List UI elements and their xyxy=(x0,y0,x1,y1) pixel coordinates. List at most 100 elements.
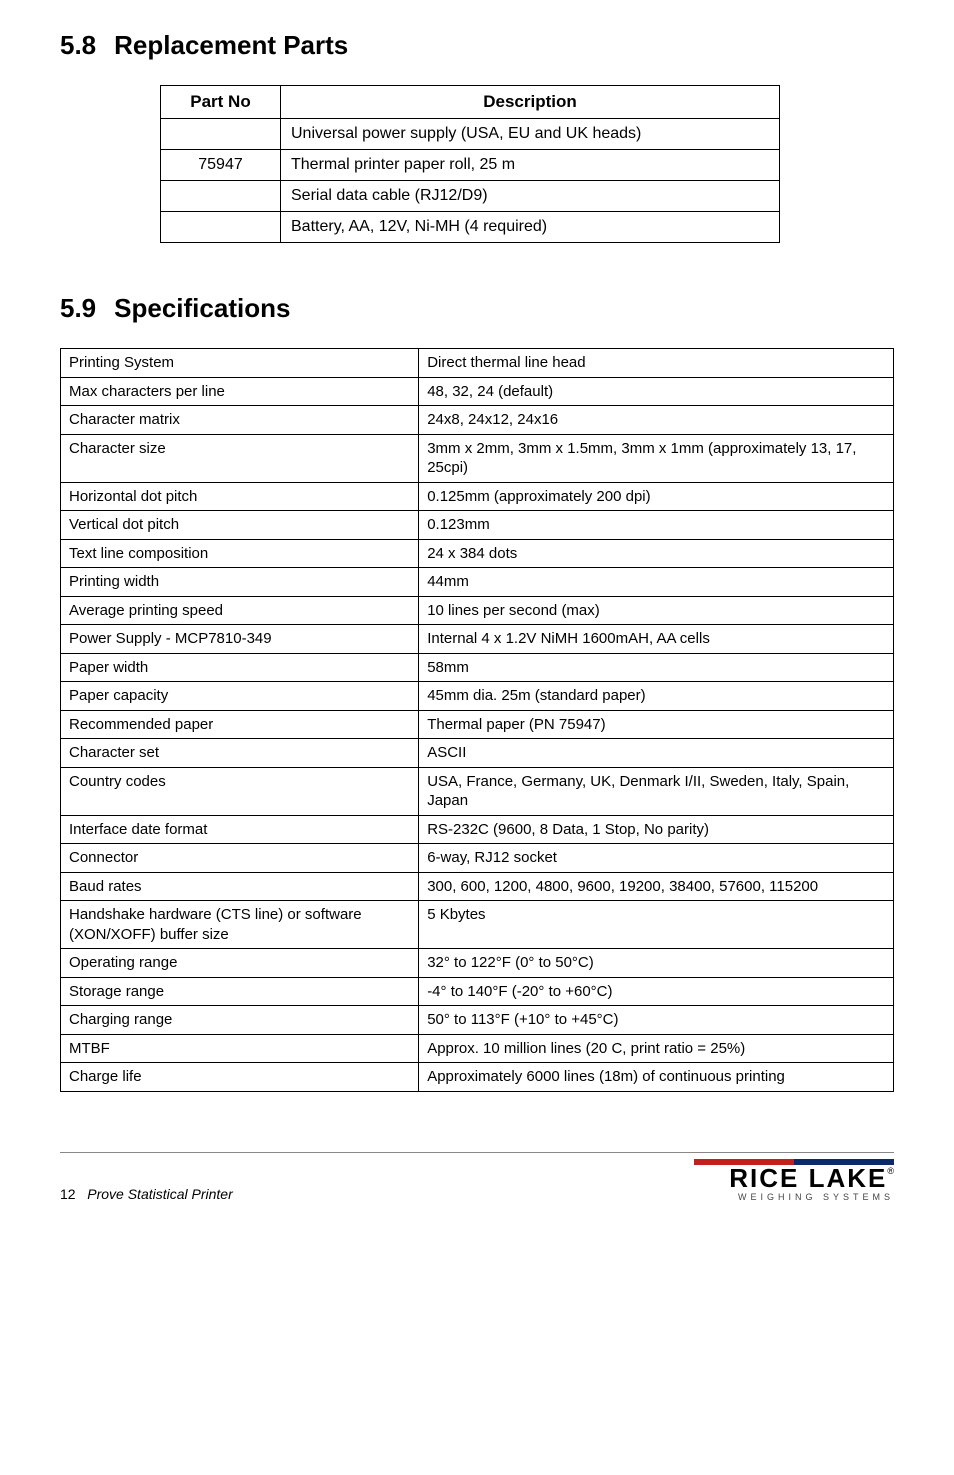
table-row: Operating range32° to 122°F (0° to 50°C) xyxy=(61,949,894,978)
spec-name: Vertical dot pitch xyxy=(61,511,419,540)
table-row: Recommended paperThermal paper (PN 75947… xyxy=(61,710,894,739)
spec-name: Storage range xyxy=(61,977,419,1006)
table-row: Power Supply - MCP7810-349Internal 4 x 1… xyxy=(61,625,894,654)
section-title: Specifications xyxy=(114,293,290,323)
spec-name: Printing System xyxy=(61,349,419,378)
spec-name: Operating range xyxy=(61,949,419,978)
spec-name: Handshake hardware (CTS line) or softwar… xyxy=(61,901,419,949)
section-heading-specifications: 5.9 Specifications xyxy=(60,293,894,324)
spec-name: Interface date format xyxy=(61,815,419,844)
spec-value: 32° to 122°F (0° to 50°C) xyxy=(419,949,894,978)
table-row: Paper capacity45mm dia. 25m (standard pa… xyxy=(61,682,894,711)
cell-description: Battery, AA, 12V, Ni-MH (4 required) xyxy=(281,212,780,243)
table-row: Handshake hardware (CTS line) or softwar… xyxy=(61,901,894,949)
table-row: Country codesUSA, France, Germany, UK, D… xyxy=(61,767,894,815)
table-row: Max characters per line48, 32, 24 (defau… xyxy=(61,377,894,406)
section-number: 5.8 xyxy=(60,30,96,60)
spec-name: Baud rates xyxy=(61,872,419,901)
table-row: Paper width58mm xyxy=(61,653,894,682)
table-row: Charging range50° to 113°F (+10° to +45°… xyxy=(61,1006,894,1035)
spec-name: Paper width xyxy=(61,653,419,682)
spec-name: Power Supply - MCP7810-349 xyxy=(61,625,419,654)
registered-icon: ® xyxy=(887,1166,894,1176)
logo-tagline: WEIGHING SYSTEMS xyxy=(694,1192,894,1202)
spec-name: Average printing speed xyxy=(61,596,419,625)
spec-value: 50° to 113°F (+10° to +45°C) xyxy=(419,1006,894,1035)
table-row: Battery, AA, 12V, Ni-MH (4 required) xyxy=(161,212,780,243)
spec-name: Paper capacity xyxy=(61,682,419,711)
specifications-table: Printing SystemDirect thermal line headM… xyxy=(60,348,894,1092)
doc-title: Prove Statistical Printer xyxy=(87,1186,233,1202)
cell-part-no xyxy=(161,181,281,212)
cell-part-no xyxy=(161,119,281,150)
table-row: Connector6-way, RJ12 socket xyxy=(61,844,894,873)
spec-value: Approximately 6000 lines (18m) of contin… xyxy=(419,1063,894,1092)
spec-name: Character size xyxy=(61,434,419,482)
cell-description: Serial data cable (RJ12/D9) xyxy=(281,181,780,212)
table-row: Character matrix24x8, 24x12, 24x16 xyxy=(61,406,894,435)
header-part-no: Part No xyxy=(161,86,281,119)
replacement-parts-table-wrap: Part No Description Universal power supp… xyxy=(160,85,780,243)
spec-value: 44mm xyxy=(419,568,894,597)
spec-value: RS-232C (9600, 8 Data, 1 Stop, No parity… xyxy=(419,815,894,844)
spec-name: Recommended paper xyxy=(61,710,419,739)
spec-value: 24 x 384 dots xyxy=(419,539,894,568)
spec-name: MTBF xyxy=(61,1034,419,1063)
spec-value: 300, 600, 1200, 4800, 9600, 19200, 38400… xyxy=(419,872,894,901)
logo-text: RICE LAKE® xyxy=(694,1167,894,1190)
cell-part-no: 75947 xyxy=(161,150,281,181)
cell-description: Thermal printer paper roll, 25 m xyxy=(281,150,780,181)
table-header-row: Part No Description xyxy=(161,86,780,119)
spec-name: Connector xyxy=(61,844,419,873)
spec-name: Max characters per line xyxy=(61,377,419,406)
spec-value: 10 lines per second (max) xyxy=(419,596,894,625)
logo: RICE LAKE® WEIGHING SYSTEMS xyxy=(694,1159,894,1202)
section-title: Replacement Parts xyxy=(114,30,348,60)
spec-name: Horizontal dot pitch xyxy=(61,482,419,511)
spec-name: Printing width xyxy=(61,568,419,597)
cell-part-no xyxy=(161,212,281,243)
spec-value: Direct thermal line head xyxy=(419,349,894,378)
table-row: Storage range-4° to 140°F (-20° to +60°C… xyxy=(61,977,894,1006)
table-row: Average printing speed10 lines per secon… xyxy=(61,596,894,625)
spec-value: Internal 4 x 1.2V NiMH 1600mAH, AA cells xyxy=(419,625,894,654)
spec-name: Character matrix xyxy=(61,406,419,435)
replacement-parts-table: Part No Description Universal power supp… xyxy=(160,85,780,243)
spec-value: USA, France, Germany, UK, Denmark I/II, … xyxy=(419,767,894,815)
spec-value: 3mm x 2mm, 3mm x 1.5mm, 3mm x 1mm (appro… xyxy=(419,434,894,482)
footer-left: 12 Prove Statistical Printer xyxy=(60,1186,233,1202)
table-row: MTBFApprox. 10 million lines (20 C, prin… xyxy=(61,1034,894,1063)
logo-name: RICE LAKE xyxy=(729,1163,887,1193)
table-row: Serial data cable (RJ12/D9) xyxy=(161,181,780,212)
spec-value: 24x8, 24x12, 24x16 xyxy=(419,406,894,435)
page-number: 12 xyxy=(60,1186,76,1202)
table-row: Printing SystemDirect thermal line head xyxy=(61,349,894,378)
spec-name: Charging range xyxy=(61,1006,419,1035)
table-row: Baud rates300, 600, 1200, 4800, 9600, 19… xyxy=(61,872,894,901)
table-row: Character setASCII xyxy=(61,739,894,768)
header-description: Description xyxy=(281,86,780,119)
spec-name: Text line composition xyxy=(61,539,419,568)
spec-value: 0.125mm (approximately 200 dpi) xyxy=(419,482,894,511)
table-row: Character size3mm x 2mm, 3mm x 1.5mm, 3m… xyxy=(61,434,894,482)
spec-value: ASCII xyxy=(419,739,894,768)
spec-value: 6-way, RJ12 socket xyxy=(419,844,894,873)
spec-value: Approx. 10 million lines (20 C, print ra… xyxy=(419,1034,894,1063)
table-row: 75947Thermal printer paper roll, 25 m xyxy=(161,150,780,181)
spec-name: Country codes xyxy=(61,767,419,815)
spec-value: 48, 32, 24 (default) xyxy=(419,377,894,406)
cell-description: Universal power supply (USA, EU and UK h… xyxy=(281,119,780,150)
page-footer: 12 Prove Statistical Printer RICE LAKE® … xyxy=(60,1152,894,1202)
spec-value: 45mm dia. 25m (standard paper) xyxy=(419,682,894,711)
table-row: Text line composition24 x 384 dots xyxy=(61,539,894,568)
table-row: Interface date formatRS-232C (9600, 8 Da… xyxy=(61,815,894,844)
spec-name: Character set xyxy=(61,739,419,768)
table-row: Charge lifeApproximately 6000 lines (18m… xyxy=(61,1063,894,1092)
section-heading-replacement-parts: 5.8 Replacement Parts xyxy=(60,30,894,61)
spec-value: -4° to 140°F (-20° to +60°C) xyxy=(419,977,894,1006)
table-row: Horizontal dot pitch0.125mm (approximate… xyxy=(61,482,894,511)
section-number: 5.9 xyxy=(60,293,96,323)
table-row: Vertical dot pitch0.123mm xyxy=(61,511,894,540)
spec-value: 58mm xyxy=(419,653,894,682)
spec-value: Thermal paper (PN 75947) xyxy=(419,710,894,739)
